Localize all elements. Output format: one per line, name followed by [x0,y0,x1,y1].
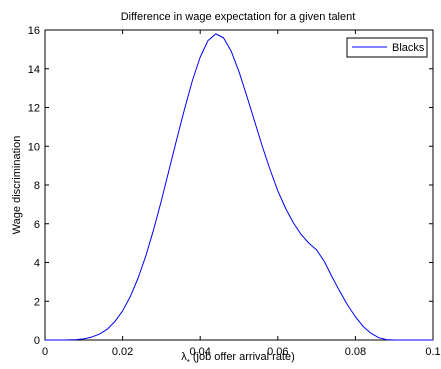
x-axis-title: λ* (job offer arrival rate) [181,351,295,367]
y-tick-label: 2 [34,296,40,308]
x-tick-label: 0 [42,346,48,358]
y-tick-label: 12 [28,103,40,115]
y-tick-label: 8 [34,180,40,192]
x-tick-label: 0.06 [267,346,288,358]
x-axis-title-text: (job offer arrival rate) [190,351,295,363]
x-tick-label: 0.08 [345,346,366,358]
series-line-blacks [45,33,433,341]
x-axis-title-symbol: λ [181,351,187,363]
x-axis: 0 0.02 0.04 0.06 0.08 0.1 [42,30,441,358]
series-layer [45,33,433,341]
y-tick-label: 16 [28,25,40,37]
legend: Blacks [346,37,428,58]
plot-area [44,29,434,341]
chart-title: Difference in wage expectation for a giv… [121,11,356,23]
y-axis: 0 2 4 6 8 10 12 14 16 [28,25,433,347]
y-tick-label: 4 [34,258,40,270]
x-axis-title-subscript: * [187,358,190,367]
legend-label-blacks: Blacks [392,42,425,54]
x-tick-label: 0.1 [425,346,440,358]
y-axis-title: Wage discrimination [11,136,23,235]
y-tick-label: 14 [28,64,40,76]
x-tick-label: 0.02 [112,346,133,358]
x-tick-label: 0.04 [189,346,210,358]
y-tick-label: 6 [34,219,40,231]
y-tick-label: 0 [34,335,40,347]
y-tick-label: 10 [28,141,40,153]
